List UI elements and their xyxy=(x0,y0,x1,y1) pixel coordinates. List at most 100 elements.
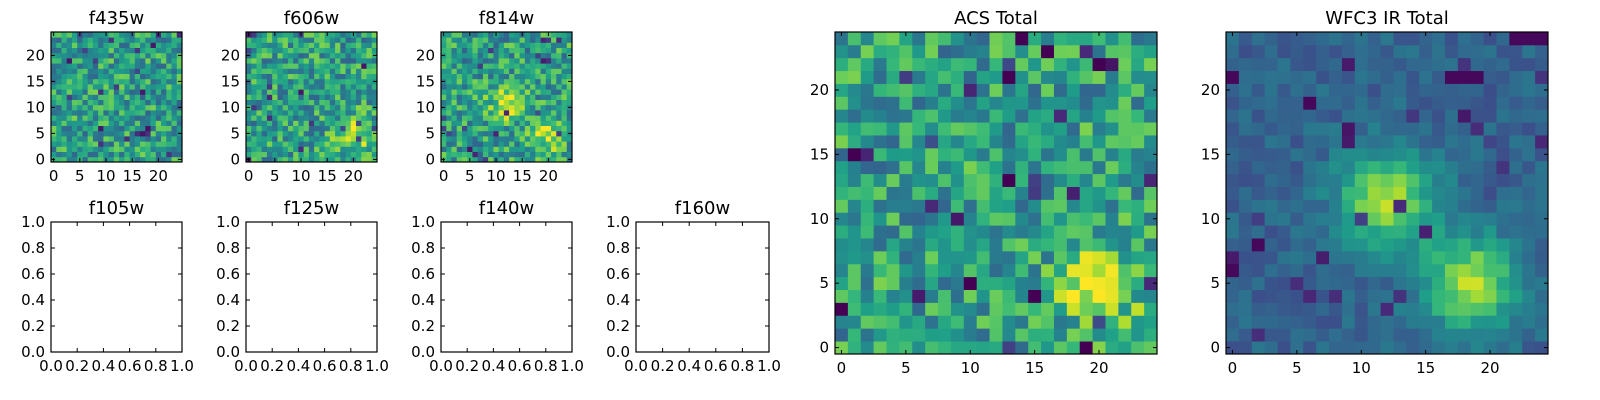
heatmap-cell xyxy=(87,120,94,126)
heatmap-cell xyxy=(366,120,373,126)
heatmap-cell xyxy=(561,94,568,100)
heatmap-cell xyxy=(1028,186,1042,200)
heatmap-cell xyxy=(308,68,315,74)
heatmap-cell xyxy=(561,37,568,43)
heatmap-cell xyxy=(1354,341,1369,355)
heatmap-cell xyxy=(1341,276,1356,290)
heatmap-cell xyxy=(1509,186,1523,200)
heatmap-cell xyxy=(266,115,273,121)
heatmap-cell xyxy=(1457,212,1472,226)
heatmap-cell xyxy=(1303,57,1317,72)
heatmap-cell xyxy=(873,122,887,136)
heatmap-cell xyxy=(545,125,552,132)
heatmap-cells-f814w xyxy=(441,32,573,163)
heatmap-cell xyxy=(482,125,489,132)
heatmap-cell xyxy=(140,94,146,100)
heatmap-cell xyxy=(1118,315,1132,329)
heatmap-cell xyxy=(171,120,178,126)
heatmap-cell xyxy=(1290,186,1304,200)
heatmap-cell xyxy=(66,125,73,132)
heatmap-cell xyxy=(1092,147,1106,162)
heatmap-cell xyxy=(503,151,510,158)
heatmap-cell xyxy=(989,328,1003,342)
heatmap-cell xyxy=(1406,341,1420,355)
heatmap-cell xyxy=(134,52,141,59)
heatmap-cell xyxy=(950,83,965,97)
heatmap-cell xyxy=(361,68,367,74)
heatmap-cell xyxy=(103,130,110,137)
heatmap-cell xyxy=(446,63,452,69)
heatmap-cell xyxy=(1144,341,1158,355)
heatmap-cell xyxy=(134,130,141,137)
heatmap-cell xyxy=(319,156,325,163)
heatmap-cell xyxy=(989,57,1003,72)
heatmap-cell xyxy=(1419,83,1433,97)
heatmap-cell xyxy=(366,99,373,106)
heatmap-cell xyxy=(1251,341,1266,355)
heatmap-cell xyxy=(171,94,178,100)
heatmap-cell xyxy=(324,73,331,80)
heatmap-cell xyxy=(488,89,494,95)
heatmap-cell xyxy=(524,99,531,106)
heatmap-cell xyxy=(77,104,83,111)
heatmap-cell xyxy=(77,94,83,100)
heatmap-cell xyxy=(912,199,926,213)
heatmap-cell xyxy=(1238,341,1253,355)
heatmap-cell xyxy=(1316,263,1330,278)
heatmap-cell xyxy=(1002,96,1016,110)
heatmap-cell xyxy=(551,58,557,64)
heatmap-cell xyxy=(261,78,268,85)
heatmap-cell xyxy=(1092,250,1106,265)
heatmap-cell xyxy=(340,89,346,95)
heatmap-cell xyxy=(272,78,278,85)
heatmap-cell xyxy=(366,115,373,121)
heatmap-cell xyxy=(1341,250,1356,265)
heatmap-cell xyxy=(261,130,268,137)
heatmap-cell xyxy=(1483,173,1497,187)
heatmap-cell xyxy=(1509,70,1523,84)
heatmap-cell xyxy=(976,328,990,342)
heatmap-cell xyxy=(1290,147,1304,162)
heatmap-cell xyxy=(1419,96,1433,110)
heatmap-cell xyxy=(98,52,104,59)
heatmap-cell xyxy=(1226,289,1240,303)
heatmap-cell xyxy=(519,130,526,137)
heatmap-cell xyxy=(324,146,331,152)
heatmap-cell xyxy=(524,125,531,132)
heatmap-cell xyxy=(350,141,357,147)
heatmap-cell xyxy=(161,63,167,69)
heatmap-cell xyxy=(1092,96,1106,110)
heatmap-cell xyxy=(277,99,284,106)
heatmap-cell xyxy=(1496,238,1510,252)
heatmap-cell xyxy=(266,42,273,48)
heatmap-cell xyxy=(451,58,458,64)
heatmap-cell xyxy=(319,42,325,48)
heatmap-cell xyxy=(155,99,162,106)
heatmap-cell xyxy=(446,130,452,137)
heatmap-cell xyxy=(1522,225,1536,239)
heatmap-cell xyxy=(535,120,541,126)
heatmap-cell xyxy=(1432,122,1446,136)
heatmap-cell xyxy=(1144,315,1158,329)
heatmap-cell xyxy=(566,110,573,116)
heatmap-cell xyxy=(1367,135,1381,149)
heatmap-cell xyxy=(103,125,110,132)
heatmap-cell xyxy=(1092,276,1106,290)
heatmap-cell xyxy=(329,146,336,152)
heatmap-cell xyxy=(1509,263,1523,278)
heatmap-cell xyxy=(912,238,926,252)
heatmap-cell xyxy=(938,83,952,97)
heatmap-cell xyxy=(356,73,362,80)
heatmap-cell xyxy=(113,141,120,147)
heatmap-cell xyxy=(1535,109,1549,123)
heatmap-cell xyxy=(176,125,183,132)
heatmap-cell xyxy=(835,238,849,252)
heatmap-cell xyxy=(989,83,1003,97)
heatmap-cell xyxy=(530,110,536,116)
heatmap-cell xyxy=(77,151,83,158)
heatmap-cell xyxy=(467,136,473,142)
heatmap-cell xyxy=(524,37,531,43)
heatmap-cell xyxy=(1380,57,1394,72)
x-tick-label: 0 xyxy=(244,167,254,185)
y-tick-label: 20 xyxy=(221,46,240,64)
